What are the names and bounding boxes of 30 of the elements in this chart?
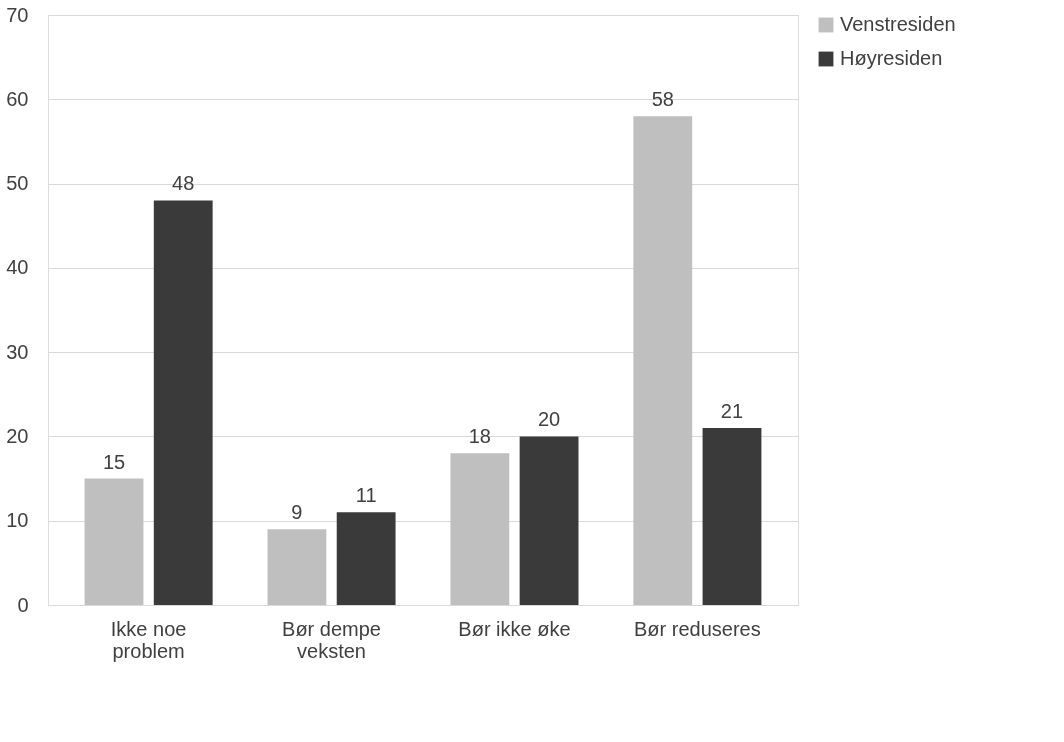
data-label: 18 (468, 425, 491, 448)
data-label: 58 (651, 88, 674, 111)
x-tick-label: Ikke noe problem (110, 617, 187, 662)
data-label: 9 (291, 501, 303, 524)
bar (450, 453, 510, 605)
y-tick-label: 20 (6, 424, 29, 447)
data-label: 20 (537, 408, 561, 431)
data-label: 48 (172, 172, 195, 195)
y-tick-label: 10 (6, 509, 29, 532)
y-tick-label: 50 (6, 172, 29, 195)
data-label: 11 (355, 484, 377, 507)
data-label: 15 (102, 450, 126, 473)
legend-label: Venstresiden (840, 13, 956, 35)
bar (84, 478, 144, 605)
bar (153, 200, 213, 605)
x-tick-label: Bør reduseres (634, 617, 761, 640)
bar (336, 512, 396, 605)
bar (267, 529, 327, 605)
y-tick-label: 40 (6, 256, 29, 279)
x-tick-label: Bør ikke øke (458, 617, 571, 640)
bar (633, 116, 693, 605)
bar (702, 428, 762, 605)
y-tick-label: 60 (6, 87, 29, 110)
bar (519, 436, 579, 605)
data-label: 21 (720, 400, 744, 422)
x-tick-label: Bør dempe veksten (282, 617, 382, 662)
y-tick-label: 70 (6, 3, 29, 26)
legend-label: Høyresiden (840, 47, 943, 69)
y-tick-label: 30 (6, 340, 29, 363)
y-tick-label: 0 (17, 593, 29, 616)
